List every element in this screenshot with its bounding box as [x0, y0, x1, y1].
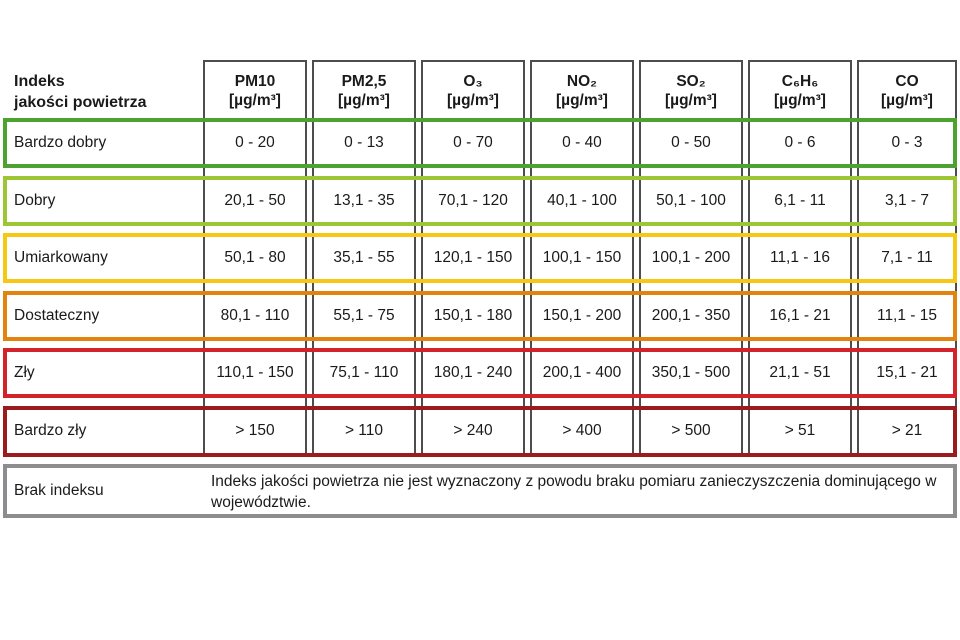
cell-dostateczny-pm25: 55,1 - 75: [333, 307, 395, 324]
row-umiarkowany: Umiarkowany 50,1 - 80 35,1 - 55 120,1 - …: [3, 233, 957, 283]
table-corner-header: Indeks jakości powietrza: [14, 71, 147, 113]
column-header-pm10: PM10 [µg/m³]: [229, 73, 281, 109]
cell-zly-so2: 350,1 - 500: [651, 364, 731, 381]
cell-dostateczny-co: 11,1 - 15: [876, 307, 938, 324]
cell-dostateczny-c6h6: 16,1 - 21: [769, 307, 831, 324]
row-zly: Zły 110,1 - 150 75,1 - 110 180,1 - 240 2…: [3, 348, 957, 398]
cell-zly-o3: 180,1 - 240: [433, 364, 513, 381]
row-dostateczny: Dostateczny 80,1 - 110 55,1 - 75 150,1 -…: [3, 291, 957, 341]
row-dobry: Dobry 20,1 - 50 13,1 - 35 70,1 - 120 40,…: [3, 176, 957, 226]
cell-dobry-so2: 50,1 - 100: [656, 192, 726, 209]
cell-bardzo-dobry-c6h6: 0 - 6: [784, 134, 816, 151]
cell-zly-c6h6: 21,1 - 51: [769, 364, 831, 381]
cell-zly-no2: 200,1 - 400: [542, 364, 622, 381]
cell-umiarkowany-so2: 100,1 - 200: [651, 249, 731, 266]
cell-umiarkowany-no2: 100,1 - 150: [542, 249, 622, 266]
column-header-co: CO [µg/m³]: [881, 73, 933, 109]
row-bardzo-dobry: Bardzo dobry 0 - 20 0 - 13 0 - 70 0 - 40…: [3, 118, 957, 168]
cell-dostateczny-so2: 200,1 - 350: [651, 307, 731, 324]
cell-umiarkowany-pm10: 50,1 - 80: [224, 249, 286, 266]
cell-umiarkowany-c6h6: 11,1 - 16: [769, 249, 831, 266]
cell-dobry-c6h6: 6,1 - 11: [774, 192, 826, 209]
row-label: Bardzo dobry: [14, 134, 107, 151]
row-label: Zły: [14, 364, 35, 381]
cell-bardzo-dobry-o3: 0 - 70: [453, 134, 493, 151]
column-header-so2: SO₂ [µg/m³]: [665, 73, 717, 109]
cell-bardzo-dobry-pm10: 0 - 20: [235, 134, 275, 151]
corner-header-line1: Indeks: [14, 73, 65, 90]
row-brak-indeksu: Brak indeksu Indeks jakości powietrza ni…: [3, 464, 957, 518]
cell-zly-co: 15,1 - 21: [876, 364, 938, 381]
cell-bardzo-zly-no2: > 400: [562, 422, 602, 439]
column-header-no2: NO₂ [µg/m³]: [556, 73, 608, 109]
cell-bardzo-dobry-so2: 0 - 50: [671, 134, 711, 151]
row-label: Dobry: [14, 192, 56, 209]
cell-bardzo-dobry-no2: 0 - 40: [562, 134, 602, 151]
no-index-note: Indeks jakości powietrza nie jest wyznac…: [211, 473, 937, 511]
column-header-pm25: PM2,5 [µg/m³]: [338, 73, 390, 109]
cell-zly-pm10: 110,1 - 150: [216, 364, 294, 381]
column-header-c6h6: C₆H₆ [µg/m³]: [774, 73, 826, 109]
cell-dobry-no2: 40,1 - 100: [547, 192, 617, 209]
cell-bardzo-zly-so2: > 500: [671, 422, 711, 439]
cell-zly-pm25: 75,1 - 110: [329, 364, 399, 381]
cell-bardzo-zly-o3: > 240: [453, 422, 493, 439]
cell-bardzo-zly-c6h6: > 51: [784, 422, 816, 439]
cell-bardzo-zly-pm10: > 150: [235, 422, 275, 439]
cell-bardzo-zly-pm25: > 110: [344, 422, 384, 439]
cell-bardzo-dobry-co: 0 - 3: [891, 134, 923, 151]
column-so2: SO₂ [µg/m³]: [639, 60, 743, 457]
cell-dostateczny-pm10: 80,1 - 110: [220, 307, 290, 324]
cell-bardzo-dobry-pm25: 0 - 13: [344, 134, 384, 151]
cell-dostateczny-o3: 150,1 - 180: [433, 307, 513, 324]
cell-dobry-co: 3,1 - 7: [885, 192, 929, 209]
row-label: Bardzo zły: [14, 422, 87, 439]
column-header-o3: O₃ [µg/m³]: [447, 73, 499, 109]
cell-bardzo-zly-co: > 21: [891, 422, 923, 439]
cell-umiarkowany-pm25: 35,1 - 55: [333, 249, 395, 266]
cell-dostateczny-no2: 150,1 - 200: [542, 307, 622, 324]
cell-umiarkowany-o3: 120,1 - 150: [433, 249, 513, 266]
cell-umiarkowany-co: 7,1 - 11: [881, 249, 933, 266]
cell-dobry-pm25: 13,1 - 35: [333, 192, 395, 209]
row-label: Dostateczny: [14, 307, 100, 324]
row-label: Brak indeksu: [14, 482, 104, 499]
cell-dobry-o3: 70,1 - 120: [438, 192, 508, 209]
row-label: Umiarkowany: [14, 249, 108, 266]
corner-header-line2: jakości powietrza: [14, 94, 147, 111]
cell-dobry-pm10: 20,1 - 50: [224, 192, 286, 209]
row-bardzo-zly: Bardzo zły > 150 > 110 > 240 > 400 > 500…: [3, 406, 957, 457]
